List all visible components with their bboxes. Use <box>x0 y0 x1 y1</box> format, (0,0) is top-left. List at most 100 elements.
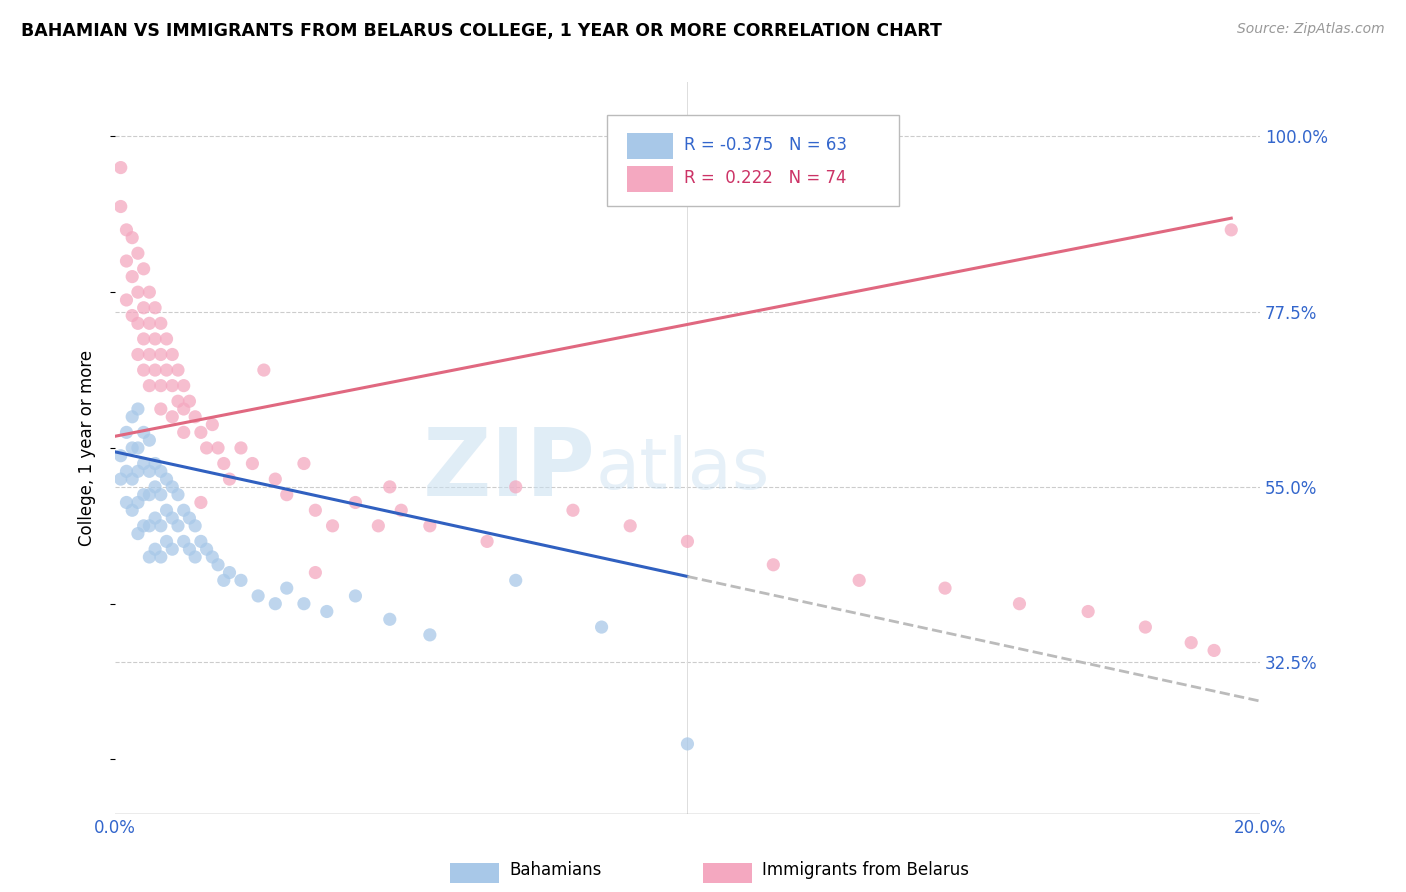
Point <box>173 402 195 417</box>
Point <box>155 534 177 549</box>
Point <box>121 472 143 486</box>
Point <box>179 511 201 525</box>
Point <box>1008 597 1031 611</box>
Point <box>304 503 326 517</box>
Point <box>304 566 326 580</box>
Point <box>121 503 143 517</box>
Point <box>619 518 641 533</box>
Point <box>132 518 155 533</box>
Point <box>179 394 201 409</box>
Point <box>389 503 412 517</box>
Point <box>195 542 218 557</box>
Point <box>121 309 143 323</box>
Point <box>115 293 138 307</box>
Point <box>143 542 166 557</box>
Point <box>149 488 172 502</box>
Point <box>247 589 270 603</box>
Point <box>591 620 613 634</box>
Point <box>138 549 160 564</box>
Point <box>344 589 367 603</box>
Bar <box>627 166 672 192</box>
Point <box>218 472 240 486</box>
Point <box>149 347 172 361</box>
FancyBboxPatch shape <box>607 115 900 206</box>
Point <box>138 347 160 361</box>
Point <box>676 737 699 751</box>
Point <box>229 441 252 455</box>
Point <box>115 464 138 478</box>
Point <box>143 332 166 346</box>
Point <box>419 518 441 533</box>
Point <box>505 574 527 588</box>
Point <box>121 409 143 424</box>
Point <box>138 488 160 502</box>
Point <box>367 518 389 533</box>
Point <box>155 332 177 346</box>
Point <box>127 402 149 417</box>
Point <box>115 425 138 440</box>
Point <box>143 301 166 315</box>
Point <box>115 254 138 268</box>
Point <box>143 480 166 494</box>
Point <box>149 402 172 417</box>
Point <box>184 518 207 533</box>
Point <box>127 246 149 260</box>
Point <box>167 363 190 377</box>
Point <box>115 495 138 509</box>
Point <box>184 409 207 424</box>
Point <box>207 558 229 572</box>
Point <box>132 457 155 471</box>
Point <box>562 503 585 517</box>
Point <box>127 347 149 361</box>
Point <box>173 425 195 440</box>
Point <box>162 480 184 494</box>
Point <box>173 378 195 392</box>
Point <box>190 534 212 549</box>
Point <box>762 558 785 572</box>
Point <box>276 488 298 502</box>
Point <box>378 480 401 494</box>
Point <box>138 378 160 392</box>
Point <box>149 549 172 564</box>
Point <box>132 301 155 315</box>
Point <box>132 425 155 440</box>
Point <box>143 457 166 471</box>
Point <box>121 269 143 284</box>
Point <box>1077 605 1099 619</box>
Point <box>138 464 160 478</box>
Point <box>173 534 195 549</box>
Point <box>127 464 149 478</box>
Text: atlas: atlas <box>596 435 770 504</box>
Point <box>1135 620 1157 634</box>
Point <box>934 581 956 595</box>
Point <box>190 495 212 509</box>
Point <box>292 597 315 611</box>
Point <box>676 534 699 549</box>
Point <box>505 480 527 494</box>
Point <box>110 449 132 463</box>
Text: Bahamians: Bahamians <box>509 861 602 879</box>
Point <box>149 316 172 330</box>
Point <box>132 261 155 276</box>
Point <box>1220 223 1243 237</box>
Point <box>155 363 177 377</box>
Point <box>218 566 240 580</box>
Point <box>201 549 224 564</box>
Point <box>121 230 143 244</box>
Point <box>127 441 149 455</box>
Text: Immigrants from Belarus: Immigrants from Belarus <box>762 861 969 879</box>
Point <box>378 612 401 626</box>
Point <box>162 542 184 557</box>
Point <box>143 363 166 377</box>
Point <box>132 363 155 377</box>
Point <box>162 378 184 392</box>
Point <box>149 518 172 533</box>
Point <box>138 518 160 533</box>
Point <box>264 472 287 486</box>
Point <box>167 518 190 533</box>
Point <box>184 549 207 564</box>
Point <box>322 518 344 533</box>
Point <box>121 441 143 455</box>
Text: ZIP: ZIP <box>423 424 596 516</box>
Point <box>292 457 315 471</box>
